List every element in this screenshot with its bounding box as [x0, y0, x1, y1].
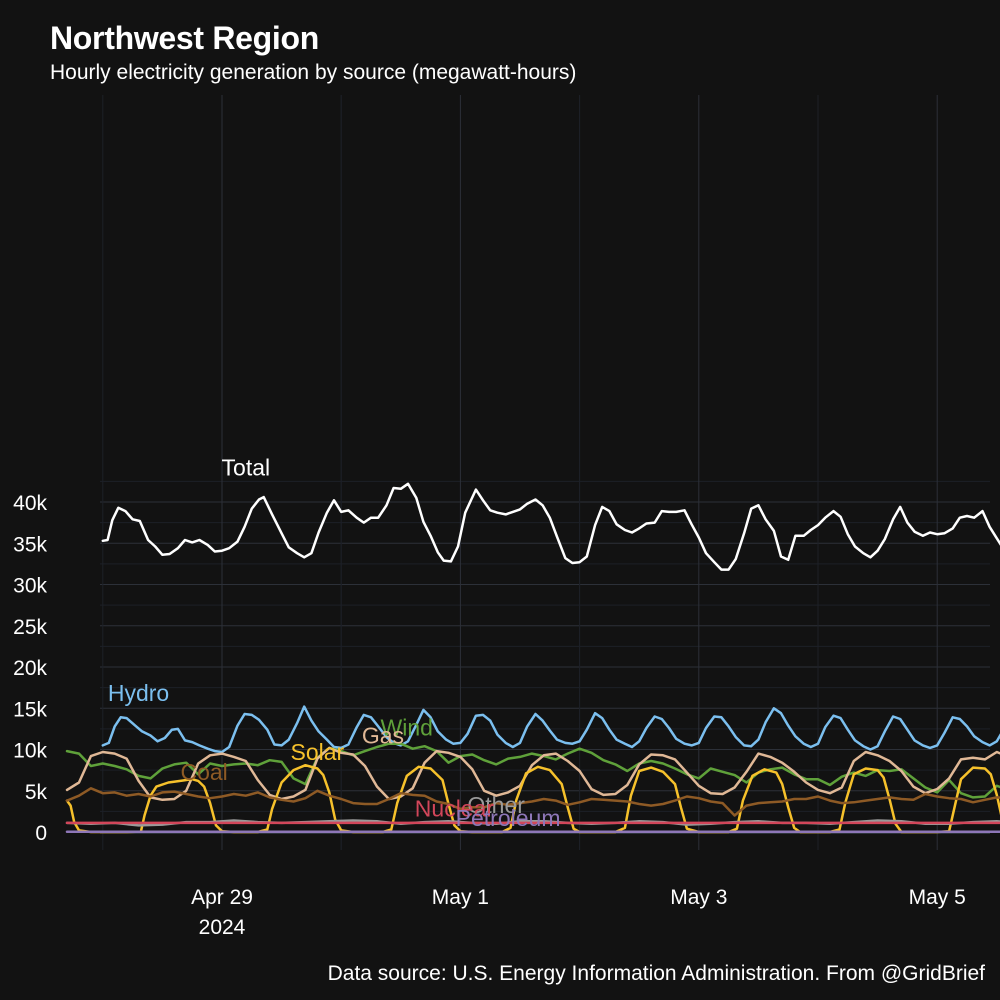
y-tick-label: 40k — [13, 492, 47, 515]
y-tick-label: 10k — [13, 740, 47, 763]
series-line-total — [101, 482, 1000, 571]
y-tick-label: 5k — [25, 781, 48, 804]
series-label-hydro: Hydro — [108, 680, 169, 706]
source-note: Data source: U.S. Energy Information Adm… — [327, 962, 985, 985]
series-label-nuclear: Nuclear — [415, 795, 495, 821]
x-tick-label: Apr 29 — [191, 886, 253, 909]
series-label-wind: Wind — [381, 714, 433, 740]
series-label-coal: Coal — [180, 759, 227, 785]
series-lines — [65, 482, 1000, 834]
series-label-solar: Solar — [291, 739, 345, 765]
series-label-total: Total — [222, 455, 271, 481]
x-tick-label: May 1 — [432, 886, 489, 909]
series-label-petroleum: Petroleum — [456, 805, 561, 831]
y-tick-label: 20k — [13, 657, 47, 680]
x-tick-label: May 3 — [670, 886, 727, 909]
series-label-other: Other — [467, 792, 525, 818]
series-label-gas: Gas — [362, 723, 404, 749]
chart-title: Northwest Region — [50, 20, 319, 56]
y-tick-label: 30k — [13, 575, 47, 598]
chart-subtitle: Hourly electricity generation by source … — [50, 61, 577, 84]
series-line-hydro — [101, 705, 1000, 754]
series-line-gas — [65, 746, 1000, 802]
axes: 0 5k 10k 15k 20k 25k 30k 35k 40k Apr 29 2024 May 1 M… — [13, 492, 990, 939]
x-tick-sublabel: 2024 — [199, 916, 246, 939]
y-tick-label: 0 — [35, 822, 47, 845]
y-tick-label: 15k — [13, 698, 47, 721]
y-tick-label: 35k — [13, 533, 47, 556]
series-line-coal — [65, 787, 1000, 817]
y-tick-label: 25k — [13, 616, 47, 639]
x-tick-label: May 5 — [909, 886, 966, 909]
